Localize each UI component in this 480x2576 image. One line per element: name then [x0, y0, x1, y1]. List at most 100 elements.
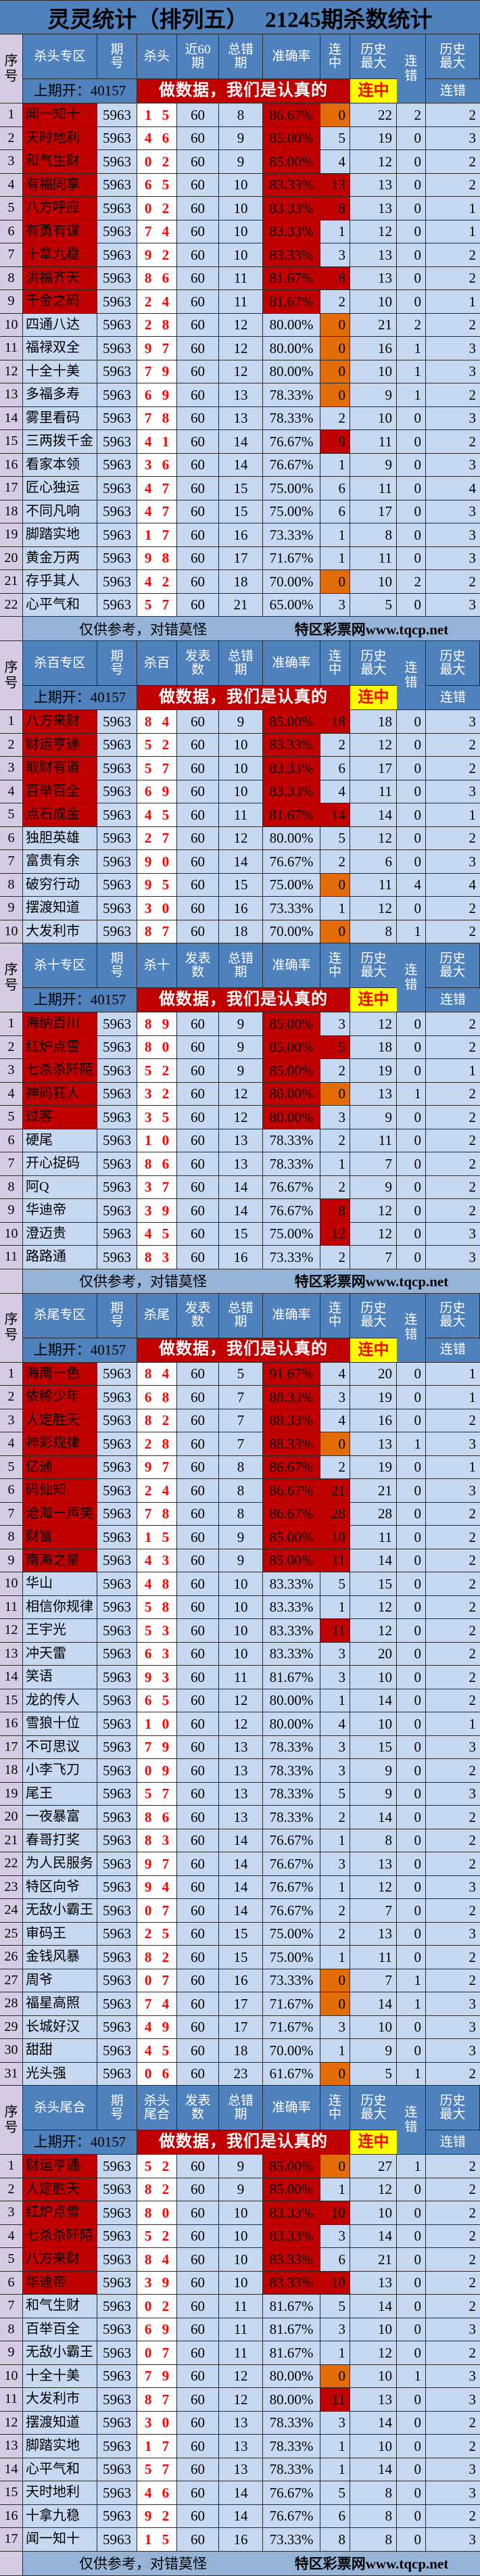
max-miss-cell: 1 — [426, 1712, 480, 1735]
kill-header: 杀尾 — [137, 1293, 177, 1338]
table-row: 17 匠心独运 5963 4 7 60 15 75.00% 6 11 0 4 — [0, 477, 480, 500]
published-count-cell: 60 — [177, 2201, 219, 2224]
kill-numbers-cell: 8 2 — [137, 1409, 177, 1432]
hit-streak-header: 连 中 — [320, 2086, 350, 2130]
miss-streak-cell: 0 — [397, 1572, 426, 1595]
table-row: 5 点石成金 5963 4 5 60 11 81.67% 14 14 0 1 — [0, 803, 480, 827]
expert-name-cell: 天时地利 — [23, 2481, 97, 2504]
seq-cell: 31 — [0, 2062, 23, 2085]
max-miss-cell: 2 — [426, 920, 480, 943]
seq-cell: 5 — [0, 2248, 23, 2271]
zone-title-label: 杀尾专区 — [23, 1293, 97, 1338]
accuracy-cell: 88.33% — [263, 1409, 320, 1432]
site-link[interactable]: 特区彩票网www.tqcp.net — [294, 1273, 449, 1290]
max-miss-cell: 2 — [426, 1899, 480, 1922]
hit-streak-yellow-label: 连中 — [350, 988, 397, 1012]
published-count-cell: 60 — [177, 1502, 219, 1525]
expert-name-cell: 脚踏实地 — [23, 2435, 97, 2458]
expert-name-cell: 为人民服务 — [23, 1852, 97, 1875]
max-miss-cell: 3 — [426, 546, 480, 569]
seq-cell: 2 — [0, 1386, 23, 1409]
max-hit-cell: 10 — [350, 406, 397, 429]
kill-header: 杀头 尾合 — [137, 2086, 177, 2130]
seq-cell: 8 — [0, 266, 23, 289]
hit-streak-cell: 3 — [320, 243, 350, 266]
max-miss-cell: 4 — [426, 477, 480, 500]
miss-streak-cell: 0 — [397, 850, 426, 873]
published-count-cell: 60 — [177, 1689, 219, 1712]
miss-streak-cell: 0 — [397, 1455, 426, 1478]
table-row: 11 相信你规律 5963 5 8 60 10 83.33% 1 12 0 2 — [0, 1595, 480, 1619]
miss-streak-cell: 0 — [397, 1526, 426, 1549]
accuracy-cell: 85.00% — [263, 2155, 320, 2178]
wrong-count-cell: 12 — [219, 360, 263, 383]
table-row: 16 雪狼十位 5963 1 0 60 12 80.00% 4 10 0 1 — [0, 1712, 480, 1736]
hit-streak-cell: 12 — [320, 1222, 350, 1245]
issue-header: 期 号 — [97, 2086, 137, 2130]
hist-max-miss-header: 历史 最大 连错 — [426, 2086, 480, 2154]
hit-streak-cell: 4 — [320, 150, 350, 173]
max-miss-cell: 3 — [426, 1782, 480, 1805]
miss-streak-cell: 0 — [397, 243, 426, 266]
table-row: 7 和气生财 5963 0 2 60 11 81.67% 5 14 0 2 — [0, 2295, 480, 2318]
max-hit-cell: 12 — [350, 2341, 397, 2364]
published-count-cell: 60 — [177, 1666, 219, 1689]
table-row: 14 雾里看码 5963 7 8 60 13 78.33% 2 10 0 3 — [0, 406, 480, 430]
kill-numbers-cell: 7 9 — [137, 2364, 177, 2387]
table-row: 5 八方呼应 5963 0 2 60 10 83.33% 8 13 0 1 — [0, 197, 480, 220]
expert-name-cell: 大发利市 — [23, 2388, 97, 2411]
table-row: 20 一夜暴富 5963 8 6 60 13 78.33% 2 14 0 2 — [0, 1806, 480, 1829]
accuracy-header: 准确率 — [263, 1293, 320, 1338]
published-count-cell: 60 — [177, 897, 219, 920]
wrong-count-cell: 15 — [219, 873, 263, 896]
wrong-count-cell: 10 — [219, 2201, 263, 2224]
hit-streak-cell: 0 — [320, 570, 350, 593]
hit-streak-cell: 2 — [320, 1922, 350, 1945]
accuracy-cell: 78.33% — [263, 1806, 320, 1829]
max-miss-cell: 2 — [426, 383, 480, 406]
max-hit-cell: 8 — [350, 2528, 397, 2551]
seq-cell: 1 — [0, 2155, 23, 2178]
published-count-cell: 60 — [177, 1619, 219, 1642]
seq-cell: 8 — [0, 1175, 23, 1198]
miss-streak-cell: 1 — [397, 2062, 426, 2085]
issue-cell: 5963 — [97, 2295, 137, 2318]
seq-cell: 13 — [0, 2435, 23, 2458]
max-miss-cell: 2 — [426, 1129, 480, 1152]
hist-max-miss-header: 历史 最大 连错 — [426, 943, 480, 1012]
kill-numbers-cell: 9 2 — [137, 2504, 177, 2527]
accuracy-cell: 85.00% — [263, 1526, 320, 1549]
table-row: 22 为人民服务 5963 9 7 60 14 76.67% 3 13 0 2 — [0, 1852, 480, 1876]
kill-numbers-cell: 4 5 — [137, 803, 177, 826]
max-hit-cell: 10 — [350, 2364, 397, 2387]
site-link[interactable]: 特区彩票网www.tqcp.net — [294, 2556, 449, 2572]
max-hit-cell: 13 — [350, 1852, 397, 1875]
hist-max-hit-header: 历史 最大 — [350, 2086, 397, 2130]
max-miss-cell: 3 — [426, 453, 480, 476]
max-miss-cell: 2 — [426, 1502, 480, 1525]
seq-cell: 7 — [0, 850, 23, 873]
wrong-count-cell: 7 — [219, 1432, 263, 1455]
expert-name-cell: 王宇光 — [23, 1619, 97, 1642]
max-hit-cell: 21 — [350, 313, 397, 336]
max-miss-cell: 1 — [426, 197, 480, 220]
miss-streak-cell: 1 — [397, 383, 426, 406]
hit-streak-cell: 0 — [320, 1992, 350, 2015]
wrong-count-cell: 18 — [219, 570, 263, 593]
accuracy-header: 准确率 — [263, 943, 320, 988]
kill-numbers-cell: 0 6 — [137, 2062, 177, 2085]
wrong-count-cell: 10 — [219, 1619, 263, 1642]
seq-cell: 17 — [0, 477, 23, 500]
expert-name-cell: 路路通 — [23, 1246, 97, 1269]
wrong-count-cell: 14 — [219, 1199, 263, 1222]
max-hit-cell: 10 — [350, 2318, 397, 2341]
published-count-cell: 60 — [177, 173, 219, 196]
accuracy-header: 准确率 — [263, 2086, 320, 2130]
kill-numbers-cell: 8 7 — [137, 920, 177, 943]
site-link[interactable]: 特区彩票网www.tqcp.net — [294, 621, 449, 638]
accuracy-cell: 85.00% — [263, 2178, 320, 2201]
issue-cell: 5963 — [97, 1806, 137, 1829]
table-row: 8 百举百全 5963 6 9 60 11 81.67% 3 10 0 3 — [0, 2318, 480, 2341]
table-row: 31 光头强 5963 0 6 60 23 61.67% 0 5 1 2 — [0, 2062, 480, 2086]
seq-cell: 5 — [0, 1106, 23, 1129]
